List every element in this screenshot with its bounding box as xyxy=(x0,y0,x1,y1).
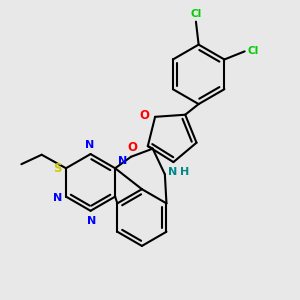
Text: N: N xyxy=(118,155,127,166)
Text: N: N xyxy=(85,140,94,150)
Text: Cl: Cl xyxy=(247,46,259,56)
Text: N: N xyxy=(168,167,177,177)
Text: O: O xyxy=(140,109,150,122)
Text: S: S xyxy=(53,162,62,175)
Text: N: N xyxy=(53,193,62,203)
Text: H: H xyxy=(180,167,189,177)
Text: Cl: Cl xyxy=(190,9,202,19)
Text: N: N xyxy=(87,216,97,226)
Text: O: O xyxy=(128,140,137,154)
